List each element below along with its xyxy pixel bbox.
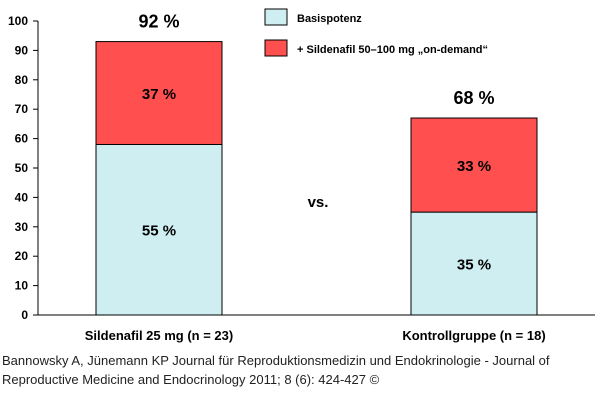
bar-total-label: 92 % — [138, 12, 179, 32]
y-tick-label: 0 — [21, 308, 28, 322]
y-tick-label: 100 — [8, 14, 28, 28]
y-tick-label: 60 — [15, 132, 29, 146]
segment-value-label: 33 % — [457, 158, 491, 175]
y-tick-label: 40 — [15, 190, 29, 204]
source-caption: Bannowsky A, Jünemann KP Journal für Rep… — [2, 353, 550, 387]
bar-total-label: 68 % — [453, 88, 494, 108]
y-tick-label: 30 — [15, 220, 29, 234]
vs-annotation: vs. — [308, 194, 329, 211]
legend-swatch — [264, 39, 288, 57]
y-tick-label: 90 — [15, 43, 29, 57]
bars: 55 % 37 % 92 % Sildenafil 25 mg (n = 23) 35 … — [85, 12, 546, 343]
segment-value-label: 37 % — [142, 86, 176, 103]
legend: Basispotenz + Sildenafil 50–100 mg „on-de… — [264, 8, 488, 57]
y-tick-label: 50 — [15, 161, 29, 175]
segment-value-label: 55 % — [142, 223, 176, 240]
stacked-bar-chart: 0 10 20 30 40 50 60 70 80 90 100 55 % 37 % 92 % Silde… — [8, 8, 595, 343]
y-tick-label: 80 — [15, 73, 29, 87]
x-category-label: Sildenafil 25 mg (n = 23) — [85, 328, 233, 343]
bar-segment-sildenafil — [410, 117, 538, 213]
x-category-label: Kontrollgruppe (n = 18) — [402, 328, 545, 343]
legend-swatch — [264, 8, 288, 26]
legend-label: + Sildenafil 50–100 mg „on-demand“ — [297, 44, 488, 56]
bar-segment-sildenafil — [95, 41, 223, 145]
segment-value-label: 35 % — [457, 257, 491, 274]
bar-segment-basispotenz — [95, 143, 223, 316]
y-tick-label: 20 — [15, 249, 29, 263]
y-tick-label: 10 — [15, 279, 29, 293]
y-tick-label: 70 — [15, 102, 29, 116]
bar-segment-basispotenz — [410, 211, 538, 316]
y-axis: 0 10 20 30 40 50 60 70 80 90 100 — [8, 14, 595, 322]
legend-label: Basispotenz — [297, 13, 362, 25]
